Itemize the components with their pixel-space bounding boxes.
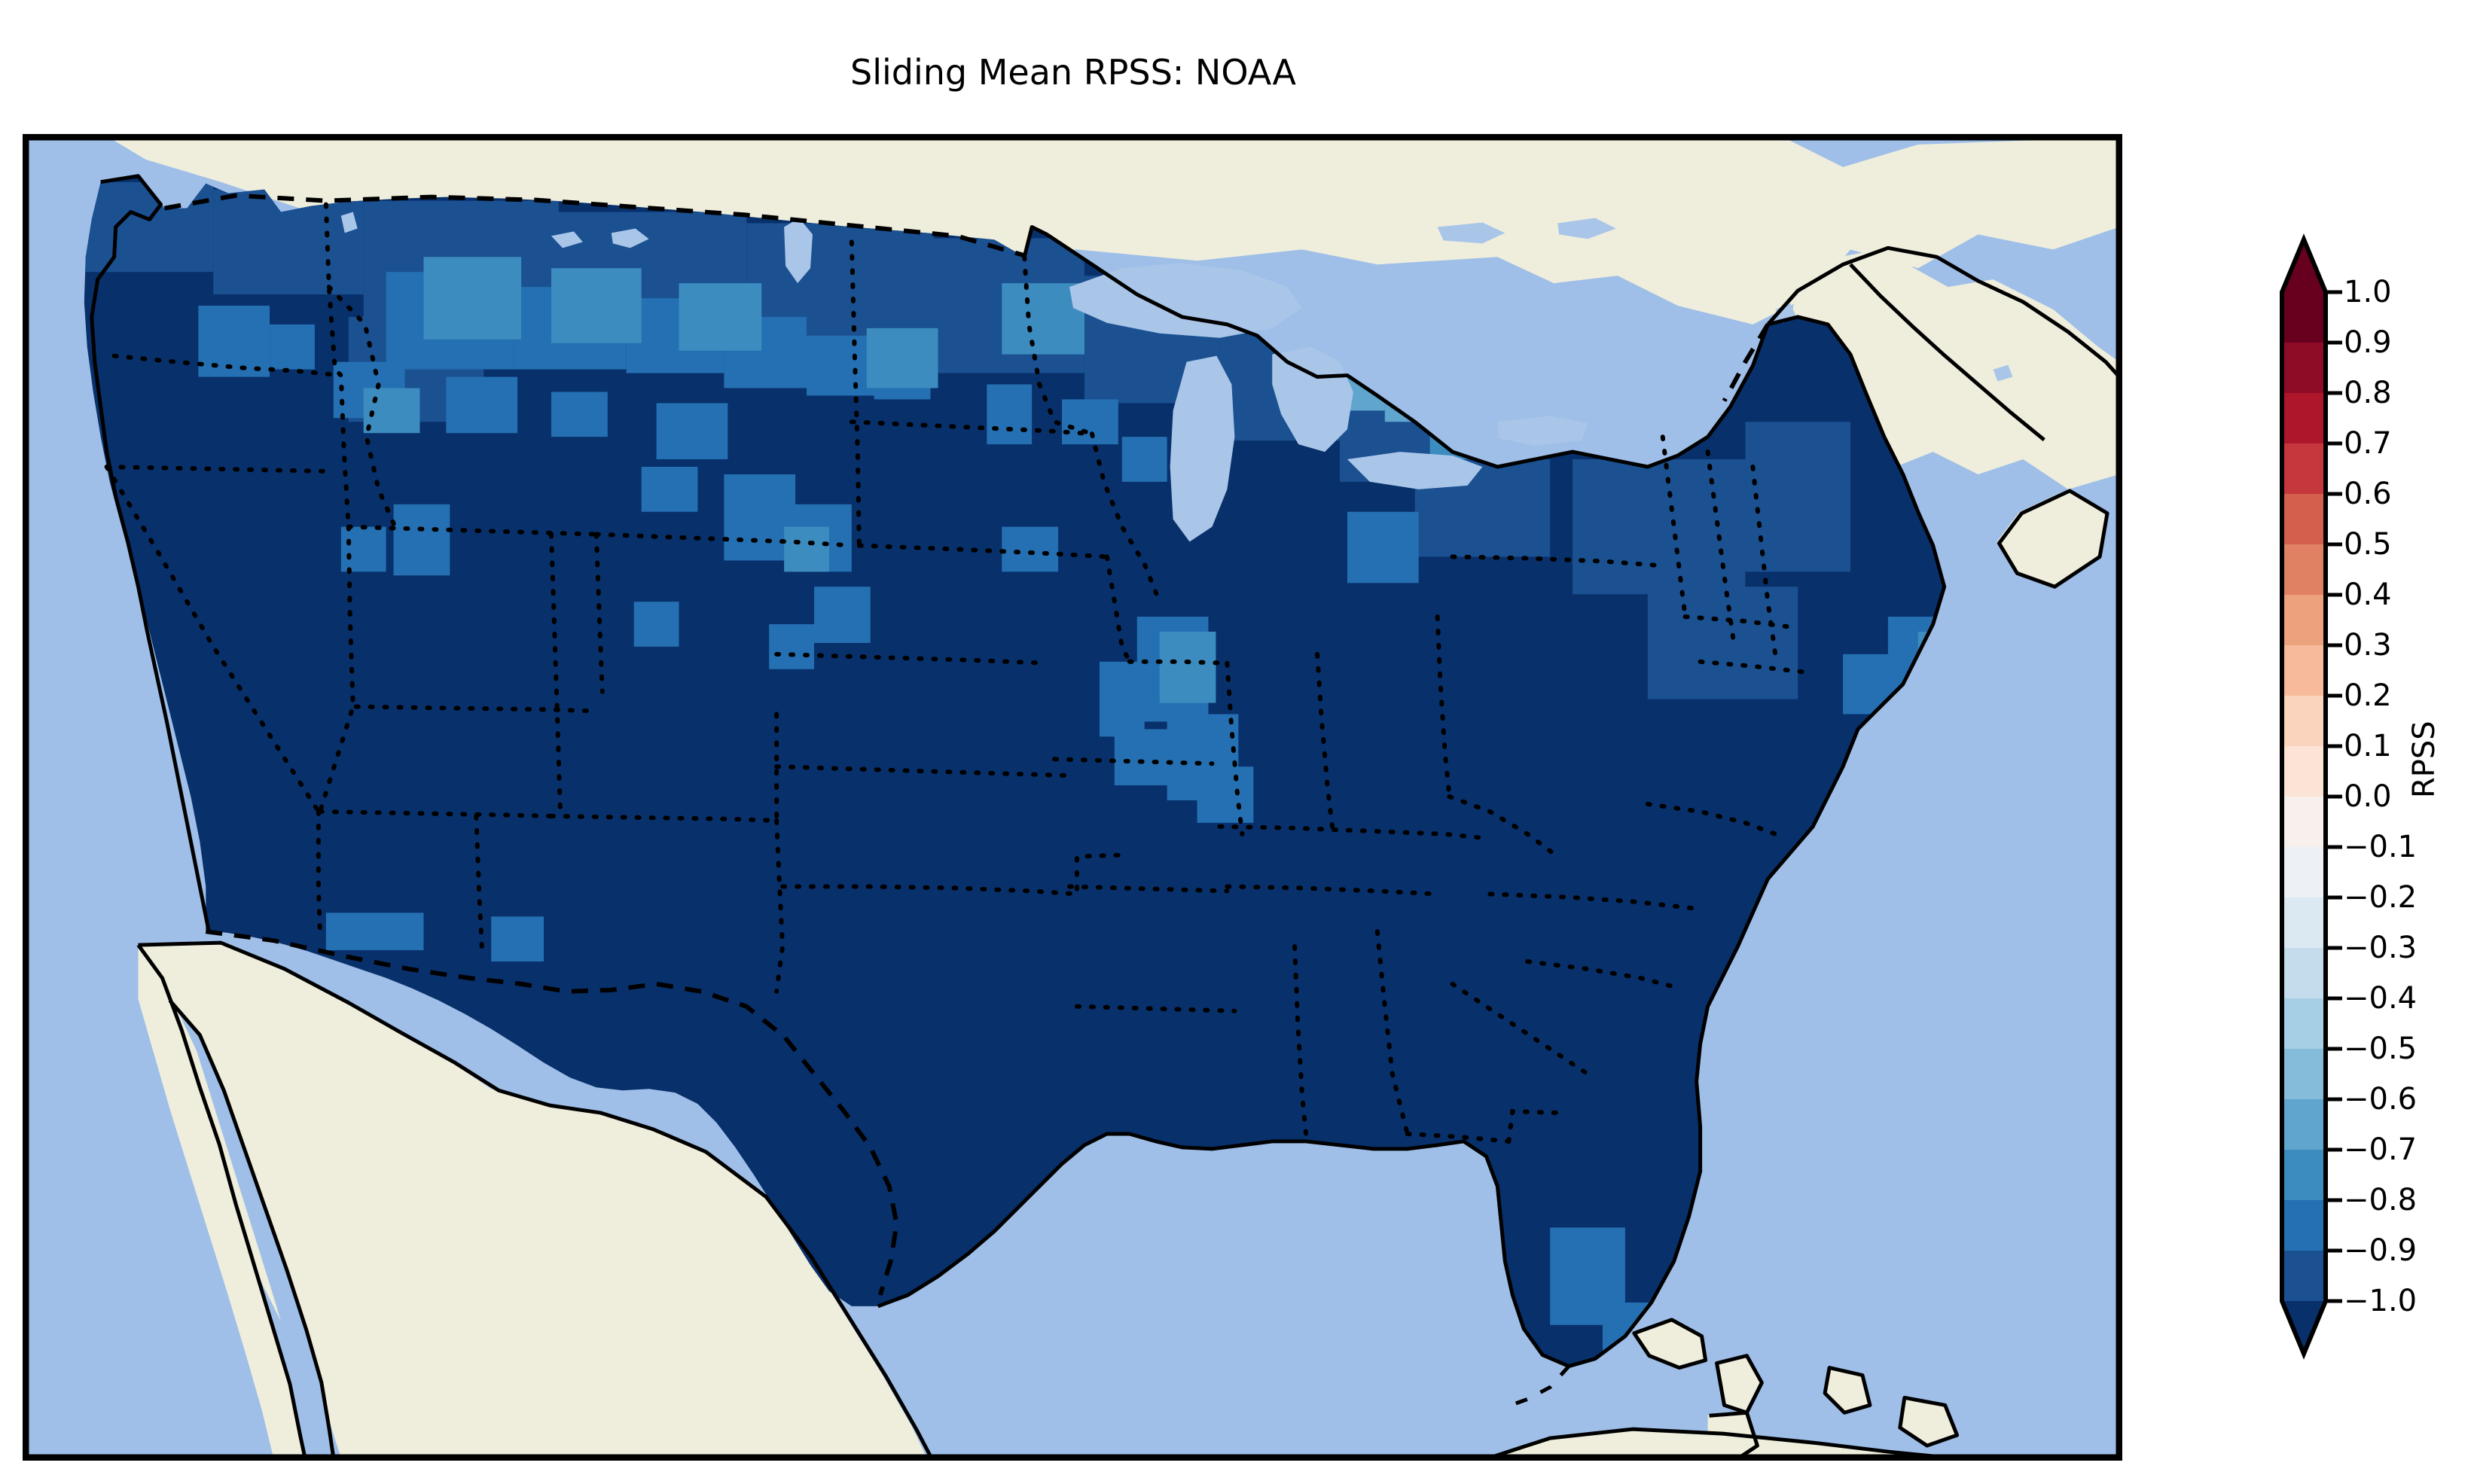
colorbar-bands	[2282, 239, 2326, 1354]
colorbar-tick-label: 1.0	[2344, 275, 2392, 309]
colorbar-tick-label: 0.9	[2344, 325, 2392, 360]
colorbar-tick-label: 0.4	[2344, 577, 2392, 612]
land-canada	[108, 137, 2119, 325]
colorbar-tick-label: −0.4	[2344, 981, 2418, 1016]
rpss-cells-band-n07n06	[363, 257, 1945, 703]
colorbar[interactable]	[2280, 233, 2342, 1360]
colorbar-tick-label: −0.8	[2344, 1183, 2418, 1217]
coastlines	[90, 174, 2119, 1458]
great-lakes	[340, 212, 2013, 542]
land-bahamas-2	[1715, 1354, 1761, 1412]
colorbar-tick-label: 0.5	[2344, 527, 2392, 562]
colorbar-tick-label: −0.1	[2344, 830, 2418, 864]
land-bahamas-5	[1899, 1396, 1956, 1446]
land-baja	[138, 945, 304, 1458]
colorbar-tick-label: 0.1	[2344, 729, 2392, 763]
country-borders	[163, 193, 1770, 1296]
land-bahamas-4	[1824, 1366, 1869, 1412]
colorbar-tick-label: −1.0	[2344, 1284, 2418, 1318]
colorbar-tick-label: 0.8	[2344, 376, 2392, 410]
map-svg	[26, 137, 2119, 1458]
map-canvas	[26, 137, 2119, 1458]
map-axes[interactable]	[23, 134, 2122, 1461]
colorbar-tick-label: −0.5	[2344, 1031, 2418, 1066]
colorbar-tick-label: −0.2	[2344, 880, 2418, 915]
colorbar-tick-label: 0.7	[2344, 426, 2392, 461]
colorbar-tick-label: −0.9	[2344, 1233, 2418, 1268]
map-frame	[26, 137, 2119, 1458]
colorbar-tick-label: 0.3	[2344, 628, 2392, 663]
land-cuba-drawn	[1490, 1429, 1948, 1458]
colorbar-tick-label: 0.6	[2344, 477, 2392, 511]
title-line-1: Sliding Mean RPSS: NOAA	[850, 51, 1296, 93]
colorbar-svg	[2280, 233, 2342, 1360]
gulf-of-california	[168, 998, 332, 1458]
colorbar-tick-label: −0.3	[2344, 931, 2418, 965]
colorbar-ticks	[2326, 290, 2342, 1303]
state-borders	[104, 202, 1808, 1144]
land-mexico	[138, 943, 927, 1458]
colorbar-axis-label: RPSS	[2407, 721, 2442, 798]
colorbar-tick-label: −0.6	[2344, 1082, 2418, 1117]
colorbar-tick-label: 0.0	[2344, 779, 2392, 814]
colorbar-tick-label: 0.2	[2344, 678, 2392, 713]
colorbar-tick-label: −0.7	[2344, 1132, 2418, 1167]
